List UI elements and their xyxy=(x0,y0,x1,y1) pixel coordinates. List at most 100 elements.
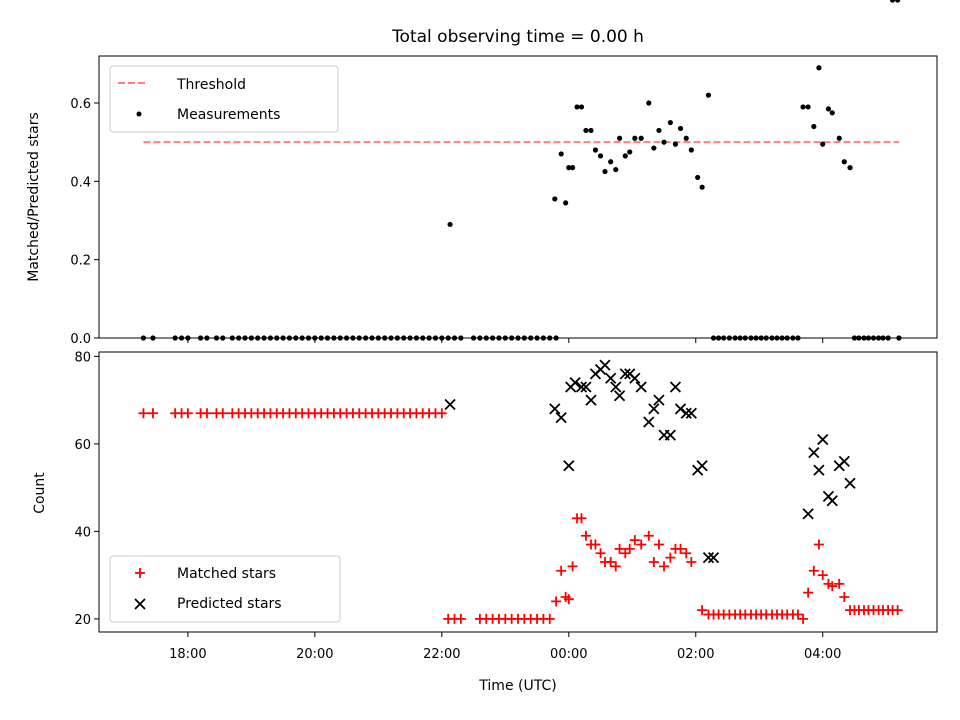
matched-stars-point xyxy=(798,613,809,624)
measurements-point xyxy=(763,335,769,341)
measurements-point xyxy=(553,335,559,341)
measurements-point xyxy=(651,145,657,151)
matched-stars-point xyxy=(686,557,697,567)
measurements-point xyxy=(851,335,858,341)
legend-matched-label: Matched stars xyxy=(177,566,276,582)
measurements-point xyxy=(638,135,644,141)
matched-stars-point xyxy=(648,557,659,567)
predicted-stars-point xyxy=(549,403,561,415)
measurements-point xyxy=(726,335,733,341)
predicted-stars-point xyxy=(585,394,597,406)
measurements-point xyxy=(825,106,832,112)
predicted-stars-point xyxy=(802,508,814,520)
measurements-point xyxy=(847,165,853,171)
matched-stars-point xyxy=(827,581,838,592)
predicted-stars-point xyxy=(808,446,820,459)
measurements-point xyxy=(363,335,369,341)
matched-stars-point xyxy=(697,605,708,616)
ratio-legend-box xyxy=(109,65,339,133)
measurements-point xyxy=(150,335,156,341)
count-legend: Matched stars Predicted stars xyxy=(109,555,341,623)
matched-stars-point xyxy=(665,552,676,563)
predicted-stars-point xyxy=(844,477,856,489)
predicted-stars-point xyxy=(599,359,611,371)
matched-stars-point xyxy=(217,408,228,419)
predicted-stars-point xyxy=(629,372,641,384)
measurements-point xyxy=(865,335,872,341)
legend-measurements-label: Measurements xyxy=(177,107,280,123)
count-y-axis-label: Count xyxy=(32,472,48,514)
measurements-point xyxy=(672,141,679,147)
legend-predicted-label: Predicted stars xyxy=(177,596,282,612)
measurements-point xyxy=(502,335,508,341)
measurements-point xyxy=(677,125,684,132)
matched-stars-point xyxy=(551,596,562,607)
measurements-point xyxy=(299,335,305,341)
x-tick-label: 22:00 xyxy=(423,647,460,662)
count-y-tick-label: 20 xyxy=(74,613,91,628)
measurements-point xyxy=(280,335,286,341)
matched-stars-point xyxy=(792,609,803,620)
measurements-point xyxy=(305,335,312,341)
predicted-stars-point xyxy=(444,398,456,411)
matched-stars-point xyxy=(544,613,555,624)
measurements-point xyxy=(627,149,633,155)
measurements-point xyxy=(388,335,394,341)
predicted-stars-point xyxy=(605,372,617,384)
chart-title: Total observing time = 0.00 h xyxy=(391,27,644,47)
measurements-point xyxy=(477,335,483,341)
matched-stars-point xyxy=(436,408,447,419)
matched-stars-point xyxy=(580,530,591,541)
measurements-point xyxy=(841,159,847,165)
measurements-point xyxy=(753,335,759,341)
measurements-point xyxy=(343,335,350,341)
predicted-stars-point xyxy=(669,381,682,393)
measurements-point xyxy=(583,127,589,134)
matched-stars-point xyxy=(610,561,621,572)
measurements-point xyxy=(563,200,569,206)
measurements-point xyxy=(574,104,580,110)
measurements-point xyxy=(795,335,801,341)
measurements-point xyxy=(705,92,712,98)
measurements-point xyxy=(800,104,806,110)
measurements-point xyxy=(204,335,210,341)
matched-stars-point xyxy=(629,535,640,546)
measurements-point xyxy=(552,196,558,202)
measurements-point xyxy=(558,151,564,157)
predicted-stars-point xyxy=(826,495,838,507)
measurements-point xyxy=(578,104,585,110)
measurements-point xyxy=(172,335,178,341)
measurements-point xyxy=(885,335,891,341)
predicted-stars-point xyxy=(580,381,592,393)
measurements-point xyxy=(569,165,576,171)
measurements-point xyxy=(646,100,652,106)
measurements-point xyxy=(895,0,901,3)
predicted-stars-point xyxy=(555,411,567,424)
matched-stars-point xyxy=(643,530,654,541)
matched-stars-point xyxy=(675,543,686,554)
matched-stars-point xyxy=(138,408,149,419)
measurements-point xyxy=(470,335,477,341)
measurements-point xyxy=(483,335,489,341)
measurements-point xyxy=(458,335,464,341)
count-y-tick-label: 40 xyxy=(74,525,91,540)
measurements-point xyxy=(856,335,862,341)
measurements-point xyxy=(286,335,293,341)
measurements-point xyxy=(451,335,458,341)
ratio-legend: Threshold Measurements xyxy=(109,65,339,133)
measurements-point xyxy=(178,335,185,341)
measurements-point xyxy=(721,335,727,341)
matched-stars-point xyxy=(839,592,850,602)
legend-matched-swatch xyxy=(135,568,145,578)
measurements-point xyxy=(816,65,822,71)
ratio-y-tick-label: 0.4 xyxy=(70,175,91,190)
measurements-point xyxy=(496,335,502,341)
predicted-stars-point xyxy=(613,390,626,402)
predicted-stars-point xyxy=(635,381,647,393)
measurements-point xyxy=(608,159,614,165)
count-legend-box xyxy=(109,555,341,623)
measurements-point xyxy=(274,335,280,341)
measurements-point xyxy=(213,335,220,341)
